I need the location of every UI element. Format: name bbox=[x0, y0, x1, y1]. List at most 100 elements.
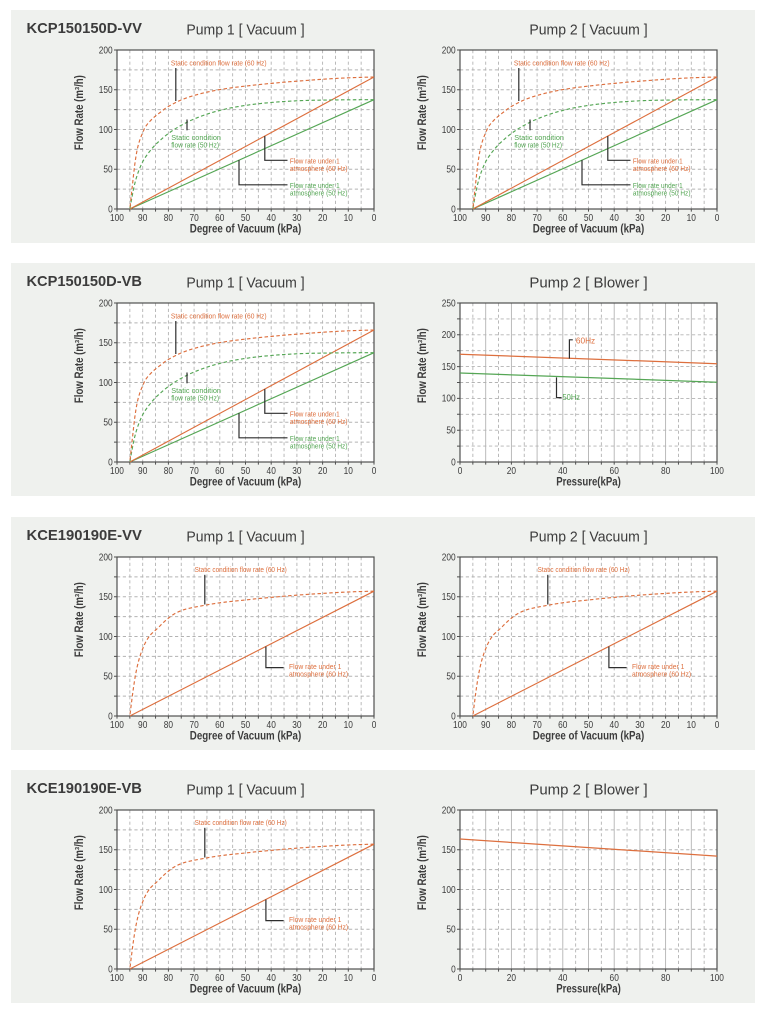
svg-text:0: 0 bbox=[372, 973, 377, 984]
svg-text:Degree of Vacuum (kPa): Degree of Vacuum (kPa) bbox=[190, 983, 302, 996]
svg-text:atmosphere (50 Hz): atmosphere (50 Hz) bbox=[633, 188, 691, 197]
svg-text:30: 30 bbox=[635, 720, 645, 731]
svg-text:0: 0 bbox=[108, 964, 113, 975]
svg-text:Static condition: Static condition bbox=[171, 133, 221, 142]
svg-text:90: 90 bbox=[138, 973, 148, 984]
svg-text:100: 100 bbox=[99, 885, 113, 896]
svg-text:flow rate (50 Hz): flow rate (50 Hz) bbox=[514, 141, 562, 150]
svg-text:Flow Rate (m³/h): Flow Rate (m³/h) bbox=[73, 835, 86, 910]
svg-text:80: 80 bbox=[164, 973, 174, 984]
svg-text:Degree of Vacuum (kPa): Degree of Vacuum (kPa) bbox=[533, 223, 645, 236]
svg-text:100: 100 bbox=[442, 632, 456, 643]
svg-text:atmosphere (50 Hz): atmosphere (50 Hz) bbox=[290, 188, 348, 197]
svg-text:10: 10 bbox=[344, 213, 354, 224]
svg-text:10: 10 bbox=[687, 720, 697, 731]
svg-text:40: 40 bbox=[610, 720, 620, 731]
svg-text:150: 150 bbox=[442, 592, 456, 603]
svg-text:Pump 1 [ Vacuum ]: Pump 1 [ Vacuum ] bbox=[186, 529, 304, 546]
svg-text:100: 100 bbox=[99, 632, 113, 643]
svg-text:60: 60 bbox=[215, 720, 225, 731]
svg-text:50: 50 bbox=[446, 925, 456, 936]
svg-text:Static condition flow rate (60: Static condition flow rate (60 Hz) bbox=[171, 311, 267, 320]
svg-text:150: 150 bbox=[99, 85, 113, 96]
svg-text:50: 50 bbox=[103, 925, 113, 936]
svg-text:30: 30 bbox=[292, 720, 302, 731]
svg-text:50: 50 bbox=[584, 213, 594, 224]
svg-text:Flow Rate (m³/h): Flow Rate (m³/h) bbox=[73, 328, 86, 403]
svg-text:20: 20 bbox=[661, 213, 671, 224]
svg-text:40: 40 bbox=[610, 213, 620, 224]
svg-text:80: 80 bbox=[164, 213, 174, 224]
svg-text:Flow Rate (m³/h): Flow Rate (m³/h) bbox=[73, 75, 86, 150]
svg-text:250: 250 bbox=[442, 298, 456, 309]
svg-text:0: 0 bbox=[458, 466, 463, 477]
svg-text:70: 70 bbox=[532, 720, 542, 731]
svg-text:90: 90 bbox=[481, 720, 491, 731]
svg-text:40: 40 bbox=[267, 213, 277, 224]
svg-text:Degree of Vacuum (kPa): Degree of Vacuum (kPa) bbox=[533, 730, 645, 743]
svg-text:0: 0 bbox=[372, 720, 377, 731]
svg-text:KCE190190E-VB: KCE190190E-VB bbox=[27, 780, 143, 797]
svg-text:200: 200 bbox=[442, 330, 456, 341]
svg-text:100: 100 bbox=[110, 720, 124, 731]
svg-text:atmosphere (60 Hz): atmosphere (60 Hz) bbox=[290, 164, 348, 173]
svg-text:70: 70 bbox=[189, 720, 199, 731]
svg-text:Pump 1 [ Vacuum ]: Pump 1 [ Vacuum ] bbox=[186, 22, 304, 39]
svg-text:Flow rate under 1: Flow rate under 1 bbox=[290, 409, 340, 418]
svg-text:70: 70 bbox=[189, 466, 199, 477]
svg-text:200: 200 bbox=[99, 552, 113, 563]
svg-text:Flow Rate (m³/h): Flow Rate (m³/h) bbox=[416, 835, 429, 910]
svg-text:40: 40 bbox=[267, 973, 277, 984]
svg-text:50: 50 bbox=[584, 720, 594, 731]
svg-text:Pump 2 [ Blower ]: Pump 2 [ Blower ] bbox=[529, 782, 647, 799]
svg-text:Pressure(kPa): Pressure(kPa) bbox=[556, 476, 621, 489]
svg-text:40: 40 bbox=[558, 466, 568, 477]
svg-text:40: 40 bbox=[267, 720, 277, 731]
svg-text:50Hz: 50Hz bbox=[563, 392, 581, 402]
svg-text:30: 30 bbox=[292, 213, 302, 224]
svg-text:150: 150 bbox=[442, 362, 456, 373]
svg-text:50: 50 bbox=[241, 720, 251, 731]
svg-text:Static condition: Static condition bbox=[171, 386, 221, 395]
svg-text:40: 40 bbox=[558, 973, 568, 984]
svg-text:10: 10 bbox=[344, 466, 354, 477]
svg-text:100: 100 bbox=[442, 885, 456, 896]
svg-text:0: 0 bbox=[451, 457, 456, 468]
svg-text:200: 200 bbox=[99, 805, 113, 816]
svg-text:20: 20 bbox=[507, 466, 517, 477]
svg-text:Flow Rate (m³/h): Flow Rate (m³/h) bbox=[416, 582, 429, 657]
svg-text:atmosphere (50 Hz): atmosphere (50 Hz) bbox=[290, 441, 348, 450]
svg-text:0: 0 bbox=[715, 720, 720, 731]
svg-text:0: 0 bbox=[451, 964, 456, 975]
svg-text:Flow Rate (m³/h): Flow Rate (m³/h) bbox=[73, 582, 86, 657]
svg-text:0: 0 bbox=[108, 204, 113, 215]
svg-text:atmosphere (60 Hz): atmosphere (60 Hz) bbox=[289, 670, 349, 679]
svg-text:150: 150 bbox=[442, 845, 456, 856]
svg-text:0: 0 bbox=[458, 973, 463, 984]
svg-text:100: 100 bbox=[110, 973, 124, 984]
svg-text:80: 80 bbox=[507, 213, 517, 224]
svg-text:100: 100 bbox=[110, 213, 124, 224]
svg-text:100: 100 bbox=[99, 125, 113, 136]
svg-text:0: 0 bbox=[108, 711, 113, 722]
svg-text:60: 60 bbox=[610, 466, 620, 477]
svg-text:Degree of Vacuum (kPa): Degree of Vacuum (kPa) bbox=[190, 223, 302, 236]
svg-text:Flow rate under 1: Flow rate under 1 bbox=[289, 662, 341, 671]
svg-text:Pressure(kPa): Pressure(kPa) bbox=[556, 983, 621, 996]
svg-text:90: 90 bbox=[481, 213, 491, 224]
svg-text:Static condition flow rate (60: Static condition flow rate (60 Hz) bbox=[195, 818, 287, 827]
svg-text:100: 100 bbox=[99, 378, 113, 389]
svg-text:90: 90 bbox=[138, 213, 148, 224]
svg-text:Degree of Vacuum (kPa): Degree of Vacuum (kPa) bbox=[190, 730, 302, 743]
svg-text:0: 0 bbox=[372, 213, 377, 224]
svg-text:flow rate (50 Hz): flow rate (50 Hz) bbox=[171, 141, 219, 150]
svg-text:90: 90 bbox=[138, 720, 148, 731]
svg-text:50: 50 bbox=[446, 165, 456, 176]
svg-text:50: 50 bbox=[103, 672, 113, 683]
svg-text:50: 50 bbox=[241, 213, 251, 224]
svg-text:0: 0 bbox=[715, 213, 720, 224]
svg-text:80: 80 bbox=[661, 973, 671, 984]
svg-text:Flow rate under 1: Flow rate under 1 bbox=[290, 434, 340, 443]
svg-text:60: 60 bbox=[215, 973, 225, 984]
svg-text:150: 150 bbox=[99, 592, 113, 603]
